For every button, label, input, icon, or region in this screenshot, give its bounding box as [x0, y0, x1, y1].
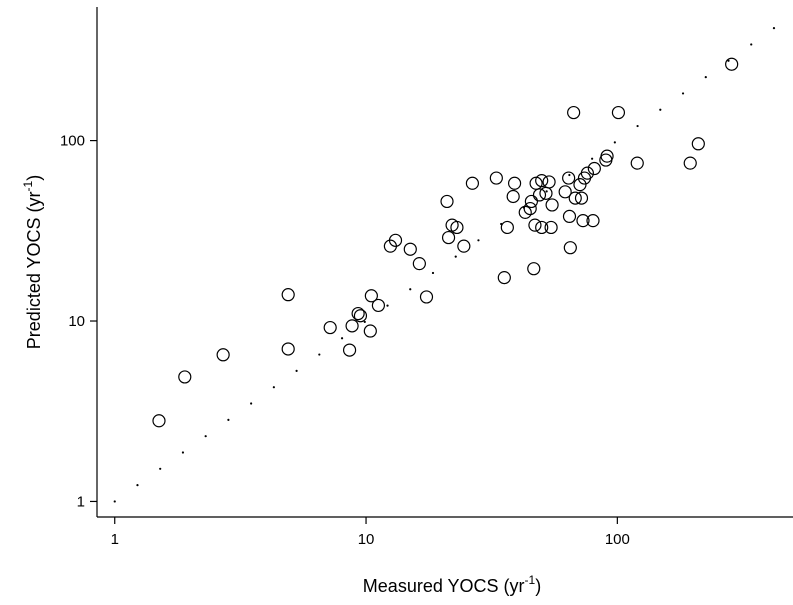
data-point	[630, 156, 644, 170]
data-point	[216, 348, 230, 362]
data-point	[353, 309, 368, 323]
reference-dot	[181, 451, 185, 454]
x-tick-label: 100	[605, 531, 630, 548]
reference-dot	[477, 239, 480, 242]
data-point	[573, 178, 587, 192]
reference-dot	[568, 173, 571, 177]
reference-dot	[454, 255, 457, 258]
data-point	[465, 176, 480, 190]
reference-dot	[340, 337, 344, 340]
data-point	[574, 191, 589, 205]
data-point	[562, 171, 576, 185]
data-point	[576, 214, 590, 228]
data-points	[152, 57, 739, 428]
data-point	[587, 161, 601, 176]
reference-dot	[431, 271, 435, 275]
data-point	[691, 137, 705, 151]
reference-dot	[227, 418, 230, 421]
data-point	[542, 175, 556, 189]
data-point	[323, 320, 337, 335]
data-point	[544, 220, 558, 235]
data-point	[568, 191, 582, 205]
reference-dot	[204, 435, 207, 438]
data-point	[500, 220, 514, 235]
data-point	[388, 233, 403, 247]
x-axis-title: Measured YOCS (yr-1)	[363, 573, 541, 596]
data-point	[342, 343, 357, 357]
data-point	[524, 194, 539, 209]
data-point	[535, 220, 549, 235]
data-point	[152, 414, 166, 428]
data-point	[580, 166, 594, 180]
reference-dot	[386, 304, 389, 307]
data-point	[725, 57, 739, 71]
data-point	[600, 149, 614, 163]
reference-dot	[272, 386, 275, 389]
data-point	[403, 242, 417, 256]
x-tick-label: 1	[111, 531, 119, 548]
data-point	[532, 188, 547, 202]
reference-dot	[159, 467, 162, 470]
data-point	[611, 105, 626, 120]
reference-dot	[750, 43, 753, 46]
data-point	[450, 220, 464, 235]
reference-dot	[613, 141, 616, 144]
y-tick-label: 1	[77, 493, 85, 510]
data-point	[558, 185, 572, 199]
data-point	[364, 289, 378, 303]
reference-dot	[409, 288, 412, 291]
y-tick-label: 100	[60, 133, 85, 150]
reference-dot	[318, 353, 321, 356]
reference-dot	[363, 320, 366, 324]
data-point	[363, 324, 377, 338]
data-point	[345, 319, 359, 333]
y-axis-title: Predicted YOCS (yr-1)	[21, 175, 44, 349]
data-point	[527, 262, 541, 276]
data-point	[371, 298, 386, 313]
data-point	[489, 171, 503, 185]
data-point	[523, 201, 537, 216]
reference-dot	[295, 369, 298, 372]
reference-dot	[704, 75, 707, 79]
data-point	[535, 174, 549, 188]
data-point	[506, 189, 520, 204]
data-point	[178, 370, 192, 384]
data-point	[539, 186, 553, 200]
data-point	[281, 288, 295, 302]
reference-dot	[659, 108, 662, 111]
data-point	[457, 239, 471, 253]
y-tick-label: 10	[68, 313, 85, 330]
reference-dot	[545, 190, 548, 193]
ticks: 1 10 100 1 10 100	[60, 133, 630, 548]
data-point	[351, 306, 365, 321]
x-tick-label: 10	[358, 531, 375, 548]
data-point	[562, 209, 577, 224]
data-point	[586, 214, 600, 228]
data-point	[412, 257, 426, 271]
reference-dot	[681, 92, 685, 95]
data-point	[281, 342, 295, 356]
data-point	[507, 176, 522, 190]
reference-dot	[136, 484, 139, 487]
reference-dot	[250, 402, 253, 405]
reference-dot	[591, 157, 594, 160]
reference-dot	[636, 124, 639, 128]
reference-dot	[772, 27, 776, 30]
data-point	[545, 198, 559, 212]
data-point	[440, 194, 454, 209]
reference-dot	[113, 500, 116, 503]
data-point	[567, 105, 581, 120]
axes	[96, 7, 793, 518]
data-point	[528, 218, 542, 232]
reference-line	[113, 27, 776, 503]
data-point	[441, 230, 456, 245]
data-point	[497, 271, 511, 285]
data-point	[563, 241, 577, 255]
data-point	[419, 290, 434, 304]
data-point	[683, 156, 697, 170]
